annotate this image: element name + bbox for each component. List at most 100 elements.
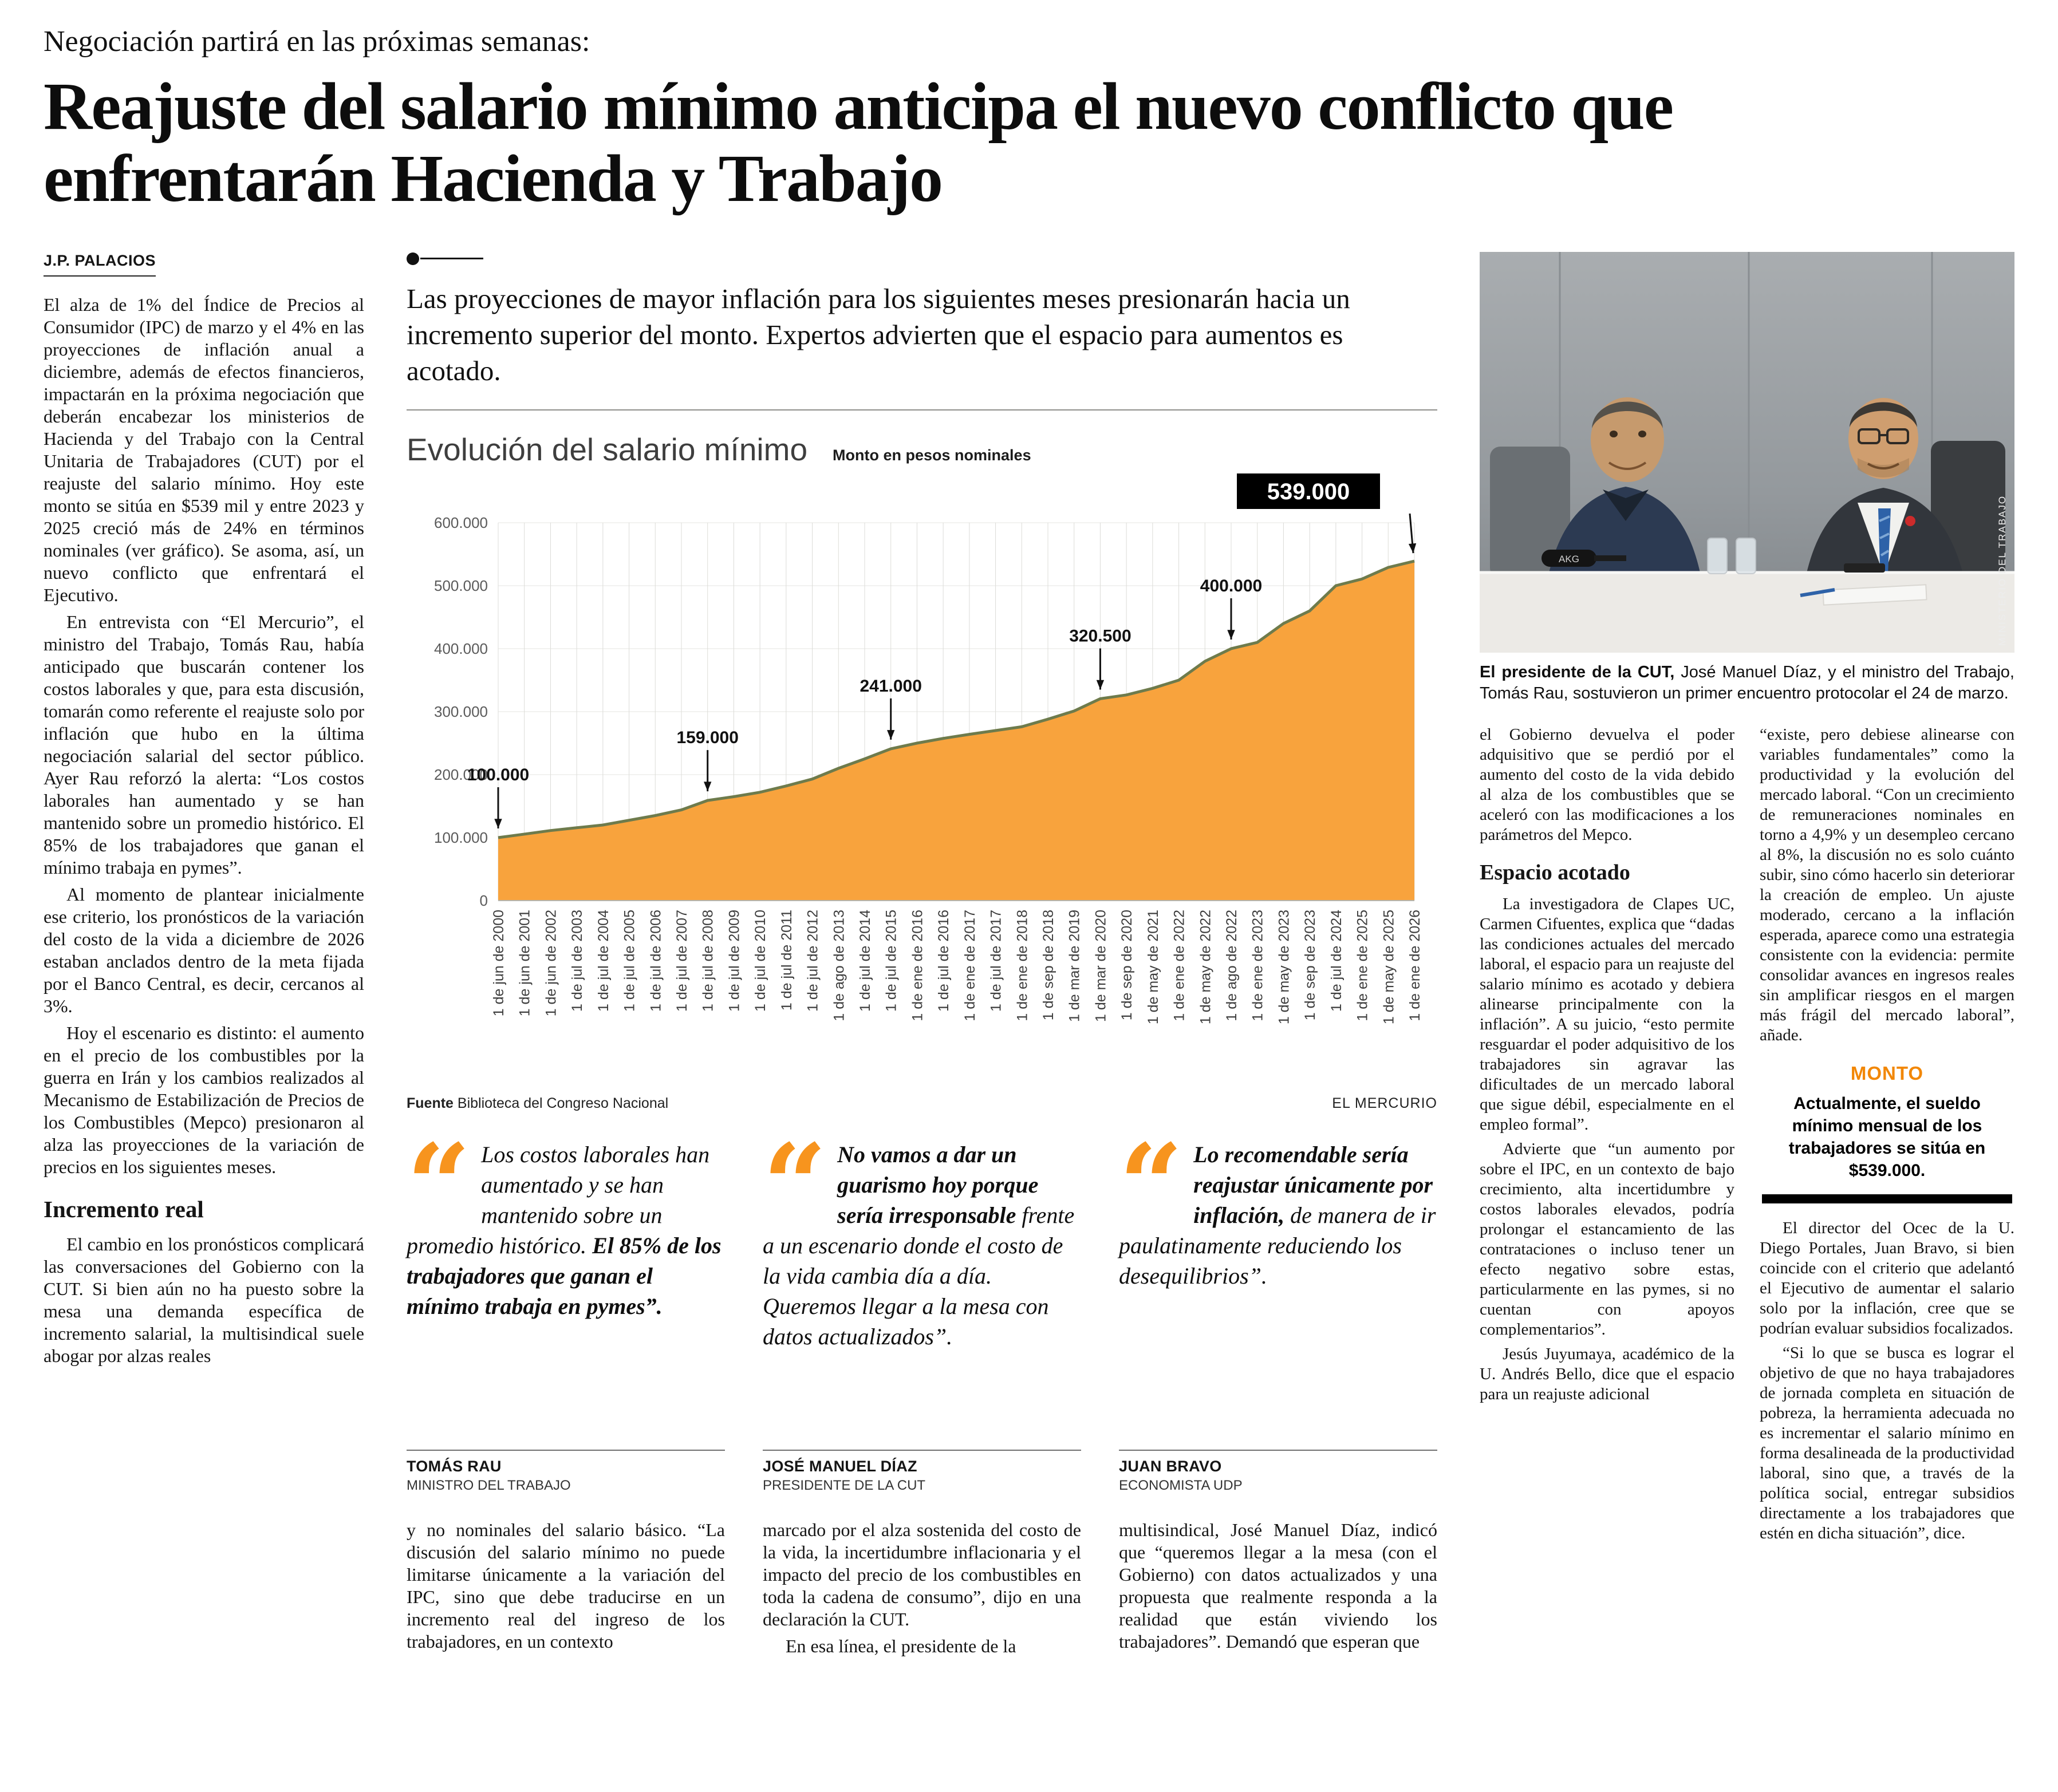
svg-text:159.000: 159.000 [676,728,738,747]
continuation-column-1: y no nominales del salario básico. “La d… [407,1519,725,1662]
right-column-b: “existe, pero debiese alinearse con vari… [1760,725,2014,1548]
quote-author-role: MINISTRO DEL TRABAJO [407,1477,571,1493]
quote-attribution: TOMÁS RAU MINISTRO DEL TRABAJO [407,1449,725,1494]
svg-text:AKG: AKG [1559,554,1579,565]
lead-paragraph: Las proyecciones de mayor inflación para… [407,282,1350,386]
svg-text:1 de jul de 2007: 1 de jul de 2007 [674,910,690,1012]
bullet-icon [407,252,419,265]
svg-text:1 de may de 2023: 1 de may de 2023 [1276,910,1292,1024]
monto-box: MONTO Actualmente, el sueldo mínimo mens… [1760,1063,2014,1203]
quote-attribution: JUAN BRAVO ECONOMISTA UDP [1119,1449,1437,1494]
svg-text:1 de ene de 2016: 1 de ene de 2016 [909,910,925,1021]
svg-text:1 de ene de 2023: 1 de ene de 2023 [1250,910,1266,1021]
chart-source-row: Fuente Biblioteca del Congreso Nacional … [407,1095,1437,1112]
left-paragraphs: El alza de 1% del Índice de Precios al C… [44,294,364,1178]
svg-text:1 de may de 2021: 1 de may de 2021 [1145,910,1161,1024]
chair-left [1490,446,1570,578]
photo-caption-lead: El presidente de la CUT, [1480,662,1675,681]
svg-text:1 de ene de 2026: 1 de ene de 2026 [1407,910,1423,1021]
pullquote-jose-manuel-diaz: “ No vamos a dar un guarismo hoy porque … [763,1128,1081,1494]
body-paragraph: “Si lo que se busca es lograr el objetiv… [1760,1343,2014,1542]
body-paragraph: y no nominales del salario básico. “La d… [407,1519,725,1652]
svg-text:1 de jun de 2000: 1 de jun de 2000 [491,910,507,1016]
pullquote-tomas-rau: “ Los costos laborales han aumentado y s… [407,1128,725,1494]
body-paragraph: multisindical, José Manuel Díaz, indicó … [1119,1519,1437,1652]
svg-text:1 de jul de 2008: 1 de jul de 2008 [700,910,716,1012]
svg-text:1 de may de 2022: 1 de may de 2022 [1197,910,1213,1024]
svg-text:539.000: 539.000 [1267,479,1350,504]
svg-text:1 de jul de 2010: 1 de jul de 2010 [752,910,768,1012]
body-paragraph: El alza de 1% del Índice de Precios al C… [44,294,364,605]
quote-author: JOSÉ MANUEL DÍAZ [763,1457,917,1475]
svg-text:1 de jul de 2011: 1 de jul de 2011 [779,910,795,1011]
svg-text:1 de ene de 2022: 1 de ene de 2022 [1172,910,1188,1021]
body-paragraph: El director del Ocec de la U. Diego Port… [1760,1218,2014,1337]
subhead-incremento-real: Incremento real [44,1195,204,1222]
pullquotes-row: “ Los costos laborales han aumentado y s… [407,1119,1437,1494]
center-column: Las proyecciones de mayor inflación para… [407,252,1437,1662]
kicker: Negociación partirá en las próximas sema… [44,25,590,58]
chart-block: Evolución del salario mínimo Monto en pe… [407,431,1437,1112]
body-paragraph: marcado por el alza sostenida del costo … [763,1519,1081,1629]
body-paragraph: Jesús Juyumaya, académico de la U. André… [1480,1344,1734,1403]
svg-text:1 de jul de 2017: 1 de jul de 2017 [988,910,1004,1012]
article-columns: J.P. PALACIOS El alza de 1% del Índice d… [44,251,2014,1662]
right-a-paragraphs-after: La investigadora de Clapes UC, Carmen Ci… [1480,894,1734,1404]
svg-text:100.000: 100.000 [434,829,488,846]
right-text-columns: el Gobierno devuelva el poder adquisitiv… [1480,725,2014,1548]
lead-block: Las proyecciones de mayor inflación para… [407,252,1437,410]
body-paragraph: “existe, pero debiese alinearse con vari… [1760,725,2014,1044]
svg-text:0: 0 [480,892,488,909]
left-column: J.P. PALACIOS El alza de 1% del Índice d… [44,252,364,1662]
svg-text:300.000: 300.000 [434,703,488,720]
photo-caption: El presidente de la CUT, José Manuel Día… [1480,662,2014,704]
svg-text:400.000: 400.000 [434,640,488,657]
svg-text:1 de jun de 2002: 1 de jun de 2002 [543,910,559,1016]
quote-author-role: PRESIDENTE DE LA CUT [763,1477,926,1493]
body-paragraph: En entrevista con “El Mercurio”, el mini… [44,611,364,878]
quote-text: Los costos laborales han aumentado y se … [407,1141,722,1319]
continuation-row: y no nominales del salario básico. “La d… [407,1519,1437,1662]
svg-text:1 de jul de 2012: 1 de jul de 2012 [805,910,821,1012]
quote-attribution: JOSÉ MANUEL DÍAZ PRESIDENTE DE LA CUT [763,1449,1081,1494]
svg-text:1 de jul de 2004: 1 de jul de 2004 [596,910,612,1012]
quote-author: TOMÁS RAU [407,1457,502,1475]
lead-rule-icon [407,252,1437,266]
svg-text:1 de mar de 2020: 1 de mar de 2020 [1093,910,1109,1022]
quote-text: No vamos a dar un guarismo hoy porque se… [763,1141,1075,1349]
chart-subtitle: Monto en pesos nominales [833,446,1031,464]
svg-text:1 de jul de 2016: 1 de jul de 2016 [936,910,952,1012]
svg-text:500.000: 500.000 [434,577,488,594]
photo-illustration: AKG MINISTERIO DEL TRABAJO [1480,251,2014,653]
svg-text:200.000: 200.000 [434,766,488,783]
svg-text:1 de jul de 2009: 1 de jul de 2009 [726,910,742,1012]
meeting-photo: AKG MINISTERIO DEL TRABAJO [1480,251,2014,653]
svg-text:1 de jun de 2001: 1 de jun de 2001 [517,910,533,1016]
quote-text: Lo recomendable sería reajustar únicamen… [1119,1141,1436,1289]
quote-body: “ Los costos laborales han aumentado y s… [407,1128,725,1437]
monto-bar [1762,1194,2012,1203]
monto-title: MONTO [1850,1062,1924,1084]
photo-caption-text: José Manuel Díaz, y el ministro del Trab… [1480,662,2014,702]
body-paragraph: Hoy el escenario es distinto: el aumento… [44,1022,364,1177]
minimum-wage-evolution-chart: 0100.000200.000300.000400.000500.000600.… [434,473,1423,1024]
svg-text:1 de ago de 2013: 1 de ago de 2013 [831,910,847,1021]
body-paragraph: Al momento de plantear inicialmente ese … [44,883,364,1016]
quote-icon: “ [1119,1119,1184,1250]
svg-text:1 de jul de 2005: 1 de jul de 2005 [622,910,638,1012]
photo-credit: MINISTERIO DEL TRABAJO [1997,495,2008,646]
svg-text:1 de ene de 2025: 1 de ene de 2025 [1355,910,1371,1021]
svg-text:1 de may de 2025: 1 de may de 2025 [1381,910,1397,1024]
quote-body: “ No vamos a dar un guarismo hoy porque … [763,1128,1081,1437]
papers [1822,583,1927,606]
svg-text:1 de ago de 2022: 1 de ago de 2022 [1224,910,1240,1021]
svg-text:320.500: 320.500 [1069,626,1131,645]
right-column-a: el Gobierno devuelva el poder adquisitiv… [1480,725,1734,1548]
subhead-espacio-acotado: Espacio acotado [1480,860,1630,885]
chart-title: Evolución del salario mínimo [407,431,808,467]
svg-text:1 de jul de 2006: 1 de jul de 2006 [648,910,664,1012]
headline: Reajuste del salario mínimo anticipa el … [44,69,1674,216]
body-paragraph: el Gobierno devuelva el poder adquisitiv… [1480,725,1734,844]
recorder [1844,563,1885,573]
water-glass [1736,537,1756,574]
